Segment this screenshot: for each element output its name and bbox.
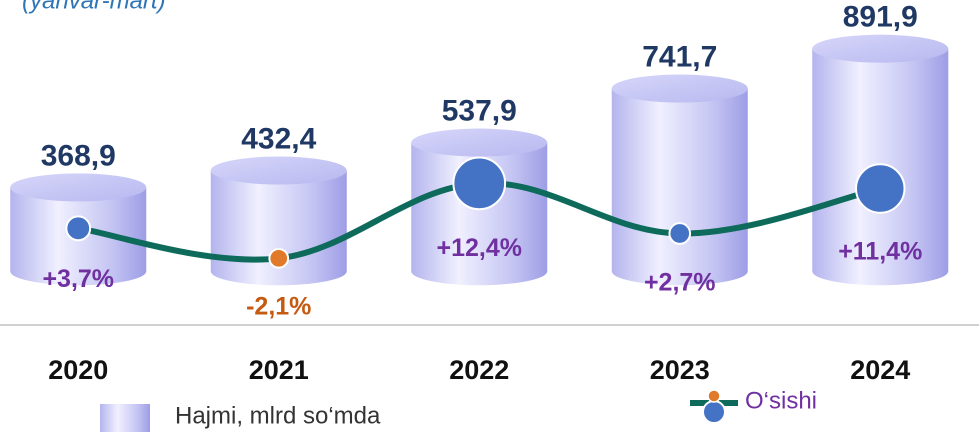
data-label: +3,7% <box>42 265 114 293</box>
legend-marker-icon <box>707 389 721 403</box>
cylinder-body <box>411 142 548 286</box>
legend-marker-icon <box>702 400 726 424</box>
x-tick-label: 2024 <box>850 355 910 385</box>
legend: Hajmi, mlrd so‘mda O‘sishi <box>100 387 817 432</box>
growth-marker <box>65 215 92 242</box>
cylinder-top <box>611 74 748 103</box>
growth-marker <box>668 222 692 245</box>
data-label: +11,4% <box>838 237 922 265</box>
cylinder-top <box>210 156 347 185</box>
cylinder-top <box>812 34 949 63</box>
legend-label: Hajmi, mlrd so‘mda <box>175 402 381 429</box>
x-tick-label: 2020 <box>48 355 108 385</box>
cylinder-body <box>611 88 748 286</box>
cylinder-top <box>411 128 548 157</box>
growth-marker <box>855 163 906 214</box>
x-tick-label: 2021 <box>249 355 309 385</box>
chart-title: (yanvar-mart) <box>22 0 166 14</box>
data-label: 537,9 <box>442 94 517 127</box>
data-label: 741,7 <box>642 40 717 73</box>
data-label: -2,1% <box>246 292 311 320</box>
data-label: 432,4 <box>241 122 316 155</box>
x-tick-label: 2023 <box>650 355 710 385</box>
data-label: 368,9 <box>41 139 116 172</box>
cylinder <box>611 74 748 286</box>
cylinder-top <box>10 173 147 202</box>
legend-label: O‘sishi <box>745 387 817 414</box>
growth-marker <box>268 247 290 269</box>
data-label: 891,9 <box>843 1 918 34</box>
growth-marker <box>452 156 507 211</box>
cylinder <box>411 128 548 286</box>
legend-bar-icon <box>100 404 150 432</box>
x-tick-label: 2022 <box>449 355 509 385</box>
data-label: +2,7% <box>644 268 716 296</box>
data-label: +12,4% <box>437 234 523 262</box>
